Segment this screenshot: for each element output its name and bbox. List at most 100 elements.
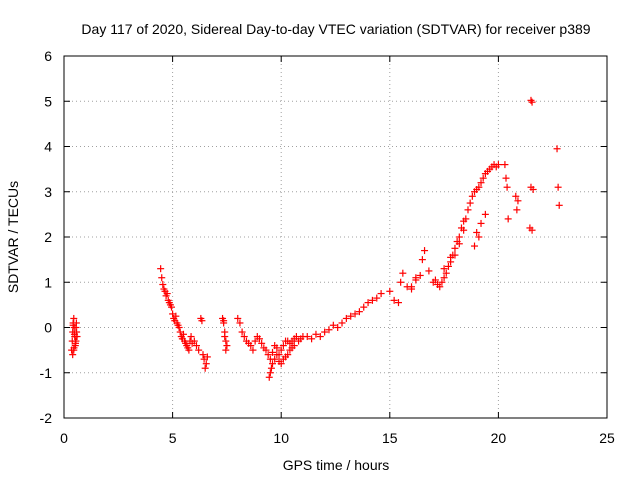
data-point — [504, 215, 512, 223]
data-point — [464, 206, 472, 214]
data-point — [292, 333, 300, 341]
data-point — [255, 335, 263, 343]
data-point — [290, 342, 298, 350]
data-point — [527, 183, 535, 191]
data-point — [192, 342, 200, 350]
data-point — [502, 174, 510, 182]
data-point — [202, 360, 210, 368]
data-point — [451, 244, 459, 252]
data-point — [440, 265, 448, 273]
data-point — [503, 183, 511, 191]
data-point — [347, 312, 355, 320]
data-point — [157, 265, 165, 273]
data-point — [277, 346, 285, 354]
data-point — [222, 337, 230, 345]
data-point — [175, 324, 183, 331]
data-point — [451, 251, 459, 259]
y-tick-label: 5 — [44, 93, 52, 109]
data-point — [312, 330, 320, 338]
data-point — [342, 314, 350, 322]
data-point — [475, 183, 483, 191]
y-tick-label: 0 — [44, 320, 52, 336]
data-point — [351, 310, 359, 318]
data-point — [168, 303, 176, 311]
data-point — [199, 351, 207, 359]
data-point — [70, 344, 78, 352]
grid-layer — [64, 56, 607, 418]
data-point — [234, 314, 242, 322]
data-point — [528, 226, 536, 234]
data-point — [473, 228, 481, 236]
data-point — [527, 96, 535, 104]
data-point — [267, 364, 275, 372]
data-point — [70, 330, 78, 338]
data-point — [277, 360, 285, 368]
data-point — [316, 333, 324, 341]
data-point — [397, 278, 405, 286]
data-point — [360, 303, 368, 311]
data-point — [462, 215, 470, 223]
data-point — [70, 314, 78, 322]
data-point — [334, 324, 342, 331]
y-tick-label: -1 — [40, 365, 53, 381]
data-point — [555, 201, 563, 209]
data-point — [479, 174, 487, 182]
data-point — [513, 206, 521, 214]
data-point — [436, 283, 444, 291]
data-point — [408, 283, 416, 291]
x-tick-label: 5 — [169, 430, 177, 446]
data-point — [329, 321, 337, 329]
data-point — [303, 333, 311, 341]
data-point — [438, 278, 446, 286]
data-point — [72, 339, 80, 347]
data-point — [266, 369, 274, 377]
data-point — [249, 346, 257, 354]
points-layer — [68, 96, 563, 381]
data-point — [185, 346, 193, 354]
x-axis-title: GPS time / hours — [283, 457, 390, 473]
y-tick-label: 1 — [44, 274, 52, 290]
data-point — [475, 233, 483, 241]
data-point — [373, 294, 381, 302]
data-point — [221, 333, 229, 341]
data-point — [440, 274, 448, 282]
data-point — [399, 269, 407, 277]
data-point — [159, 281, 167, 289]
data-point — [554, 183, 562, 191]
data-point — [377, 290, 385, 298]
data-point — [466, 199, 474, 207]
data-point — [198, 317, 206, 325]
data-point — [418, 256, 426, 264]
data-point — [355, 308, 363, 316]
data-point — [412, 274, 420, 282]
plot-frame — [63, 55, 608, 419]
y-tick-label: 4 — [44, 139, 52, 155]
data-point — [269, 360, 277, 368]
data-point — [187, 333, 195, 341]
data-point — [172, 312, 180, 320]
data-point — [271, 355, 279, 363]
data-point — [279, 342, 287, 350]
data-point — [390, 296, 398, 304]
data-point — [501, 161, 509, 169]
x-tick-label: 10 — [273, 430, 289, 446]
data-point — [236, 319, 244, 327]
data-point — [471, 242, 479, 250]
y-tick-label: 3 — [44, 184, 52, 200]
data-point — [455, 233, 463, 241]
y-tick-label: 6 — [44, 48, 52, 64]
data-point — [238, 328, 246, 336]
data-point — [308, 335, 316, 343]
data-point — [444, 262, 452, 270]
y-tick-label: 2 — [44, 229, 52, 245]
data-point — [325, 326, 333, 334]
data-point — [553, 145, 561, 153]
data-point — [265, 373, 273, 381]
data-point — [158, 274, 166, 282]
data-point — [203, 353, 211, 361]
data-point — [258, 339, 266, 347]
data-point — [368, 296, 376, 304]
data-point — [273, 351, 281, 359]
data-point — [512, 192, 520, 200]
